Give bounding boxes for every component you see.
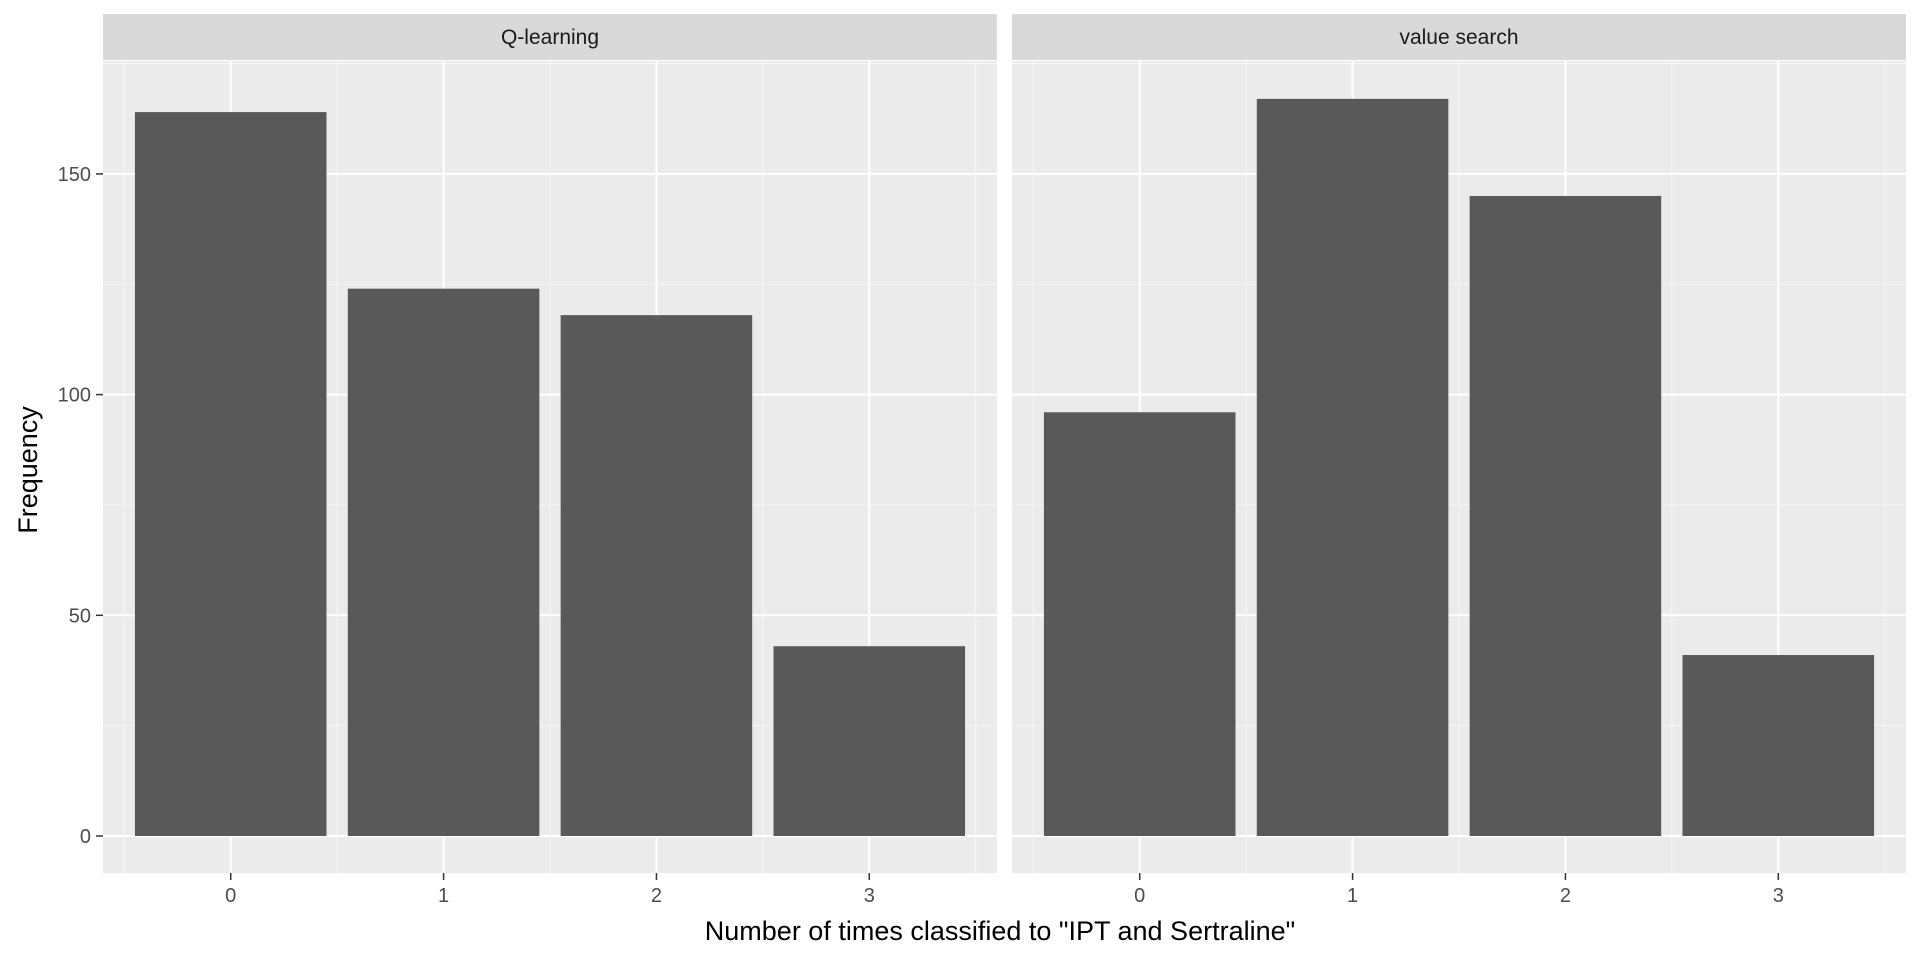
facet-strip: [1012, 14, 1906, 60]
bar-q-learning-0: [134, 112, 327, 836]
x-tick-label: 3: [864, 885, 875, 907]
y-axis-title: Frequency: [13, 406, 43, 534]
y-axis: 0 50 100 150: [58, 164, 103, 848]
x-tick-label: 3: [1773, 885, 1784, 907]
x-tick-label: 2: [651, 885, 662, 907]
x-tick-label: 0: [225, 885, 236, 907]
bar-value-search-3: [1682, 655, 1875, 836]
panels-layer: Q-learning 0 1 2 3 value search 0 1 2 3: [103, 14, 1906, 907]
y-tick-label: 150: [58, 164, 91, 186]
bar-value-search-0: [1043, 412, 1236, 836]
y-tick-label: 0: [80, 826, 91, 848]
bar-q-learning-3: [773, 646, 966, 836]
x-axis-title: Number of times classified to "IPT and S…: [705, 916, 1295, 946]
bar-q-learning-1: [347, 288, 540, 836]
bar-q-learning-2: [560, 315, 753, 836]
bar-value-search-2: [1469, 195, 1662, 837]
x-tick-label: 2: [1560, 885, 1571, 907]
x-tick-label: 1: [438, 885, 449, 907]
facet-panel: value search 0 1 2 3: [1012, 14, 1906, 907]
facet-strip-label: value search: [1399, 26, 1518, 49]
bar-value-search-1: [1256, 98, 1449, 836]
y-tick-label: 100: [58, 385, 91, 407]
x-tick-label: 1: [1347, 885, 1358, 907]
y-tick-label: 50: [69, 605, 91, 627]
facet-panel: Q-learning 0 1 2 3: [103, 14, 997, 907]
x-tick-label: 0: [1134, 885, 1145, 907]
facet-strip-label: Q-learning: [501, 26, 599, 49]
facet-strip: [103, 14, 997, 60]
